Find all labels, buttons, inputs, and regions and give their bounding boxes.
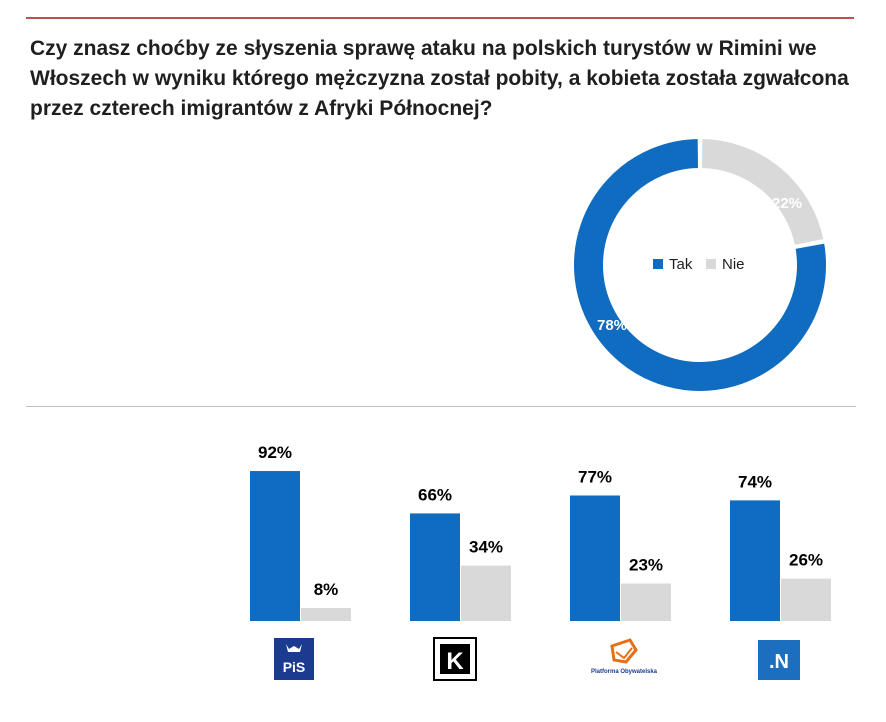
donut-slice-tak	[572, 136, 828, 393]
bar-label-nie-po: 23%	[629, 556, 663, 575]
po-logo: Platforma Obywatelska	[591, 638, 658, 675]
donut-label-tak: 78%	[597, 317, 627, 334]
kukiz-logo-text: K	[446, 648, 464, 675]
pis-logo: PiS	[274, 638, 314, 680]
bar-nie-kukiz	[461, 565, 511, 621]
donut-label-nie: 22%	[772, 195, 802, 212]
bar-nie-po	[621, 583, 671, 621]
nowoczesna-logo-text: .N	[769, 651, 789, 673]
bar-label-nie-kukiz: 34%	[469, 538, 503, 557]
bar-label-tak-kukiz: 66%	[418, 485, 452, 504]
legend-label-tak: Tak	[669, 256, 693, 273]
legend-label-nie: Nie	[722, 256, 745, 273]
bar-nie-nowoczesna	[781, 578, 831, 621]
bar-tak-pis	[250, 471, 300, 621]
donut-slice-nie	[699, 136, 826, 248]
bar-label-tak-pis: 92%	[258, 443, 292, 462]
bar-tak-po	[570, 495, 620, 621]
nowoczesna-logo: .N	[758, 640, 800, 680]
bar-tak-nowoczesna	[730, 500, 780, 621]
legend-swatch-nie	[706, 259, 716, 269]
bar-label-tak-nowoczesna: 74%	[738, 472, 772, 491]
bar-tak-kukiz	[410, 513, 460, 621]
top-divider	[26, 17, 854, 19]
bar-label-tak-po: 77%	[578, 467, 612, 486]
donut-legend: Tak Nie	[653, 256, 745, 273]
section-divider	[26, 406, 856, 407]
bar-label-nie-nowoczesna: 26%	[789, 551, 823, 570]
kukiz-logo: K	[433, 637, 477, 681]
pis-logo-text: PiS	[283, 659, 306, 675]
bar-label-nie-pis: 8%	[314, 580, 339, 599]
legend-swatch-tak	[653, 259, 663, 269]
bar-nie-pis	[301, 607, 351, 621]
po-logo-text: Platforma Obywatelska	[591, 669, 658, 675]
question-title: Czy znasz choćby ze słyszenia sprawę ata…	[30, 37, 849, 120]
